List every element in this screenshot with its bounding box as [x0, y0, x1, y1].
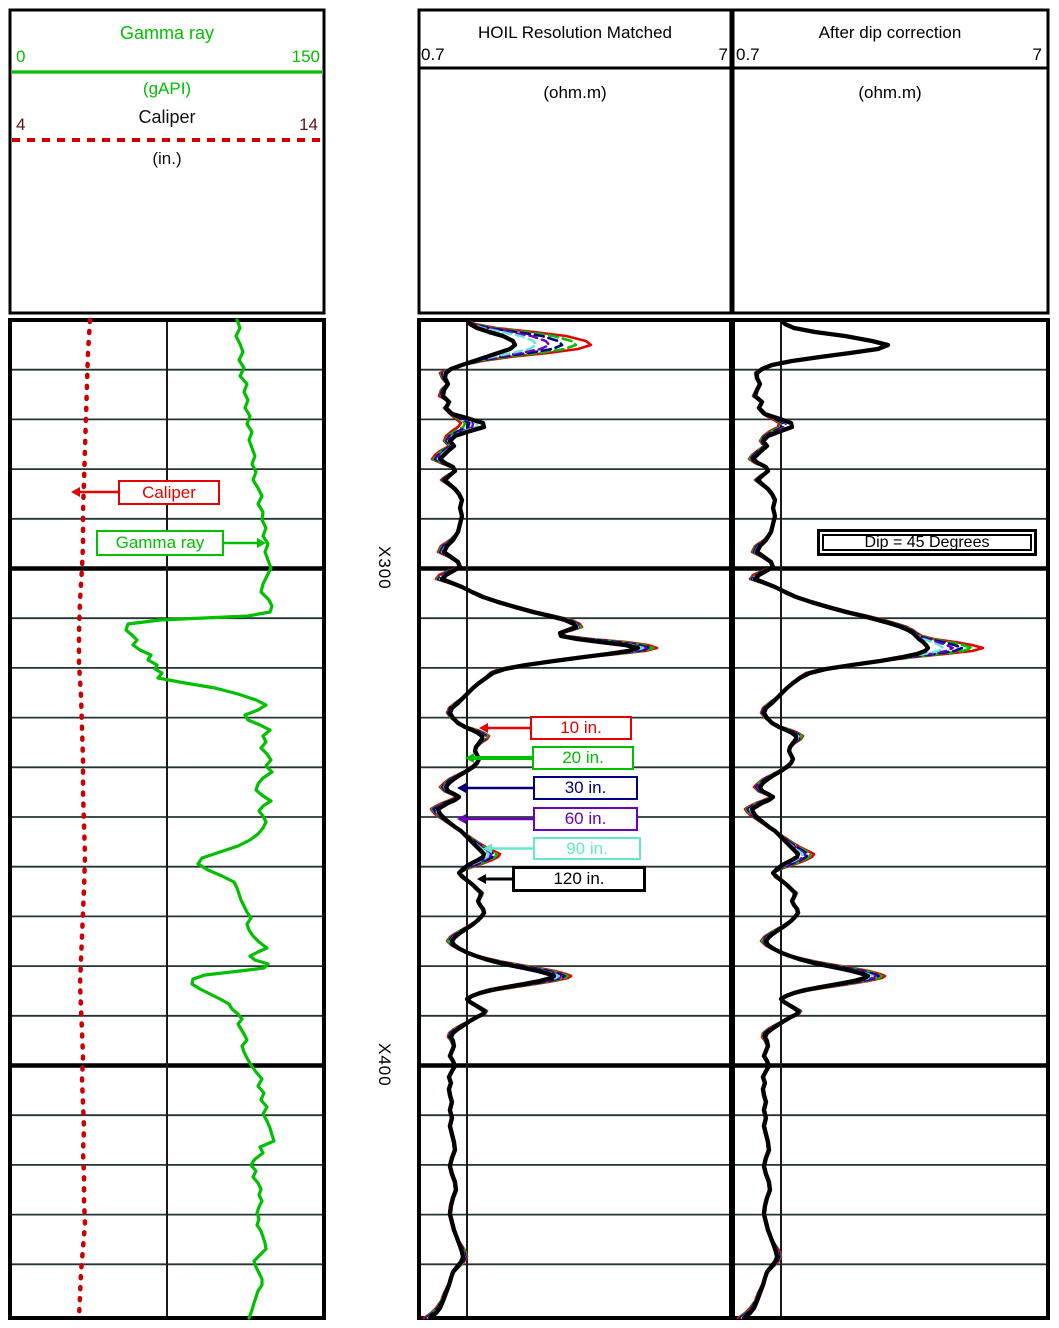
legend-item-10in: 10 in.	[530, 716, 632, 740]
caliper-title: Caliper	[138, 107, 196, 127]
caliper-scale-max: 14	[299, 115, 318, 134]
legend-item-90in: 90 in.	[533, 837, 641, 860]
depth-label-x300: X300	[375, 546, 394, 590]
caliper-scale-min: 4	[16, 115, 26, 134]
legend-item-60in: 60 in.	[533, 807, 638, 831]
gamma-units: (gAPI)	[142, 79, 192, 98]
dip-units: (ohm.m)	[858, 83, 922, 102]
legend-item-30in: 30 in.	[533, 776, 638, 800]
caliper-units: (in.)	[152, 149, 182, 168]
dip-track-title: After dip correction	[818, 23, 962, 42]
gamma-ray-title: Gamma ray	[119, 23, 215, 43]
dip-scale-min: 0.7	[736, 45, 760, 64]
dip-annotation-box: Dip = 45 Degrees	[817, 529, 1037, 556]
dip-annotation-text: Dip = 45 Degrees	[822, 534, 1032, 551]
hoil-scale-max: 7	[718, 45, 728, 64]
gamma-scale-min: 0	[16, 47, 26, 66]
gamma-curve-label: Gamma ray	[96, 530, 224, 556]
caliper-curve-label: Caliper	[118, 480, 220, 505]
legend-item-120in: 120 in.	[512, 866, 646, 892]
hoil-units: (ohm.m)	[543, 83, 607, 102]
hoil-scale-min: 0.7	[421, 45, 445, 64]
legend-item-20in: 20 in.	[532, 746, 634, 770]
hoil-track-title: HOIL Resolution Matched	[477, 23, 673, 42]
depth-label-x400: X400	[375, 1043, 394, 1087]
gamma-scale-max: 150	[291, 47, 320, 66]
dip-scale-max: 7	[1032, 45, 1042, 64]
